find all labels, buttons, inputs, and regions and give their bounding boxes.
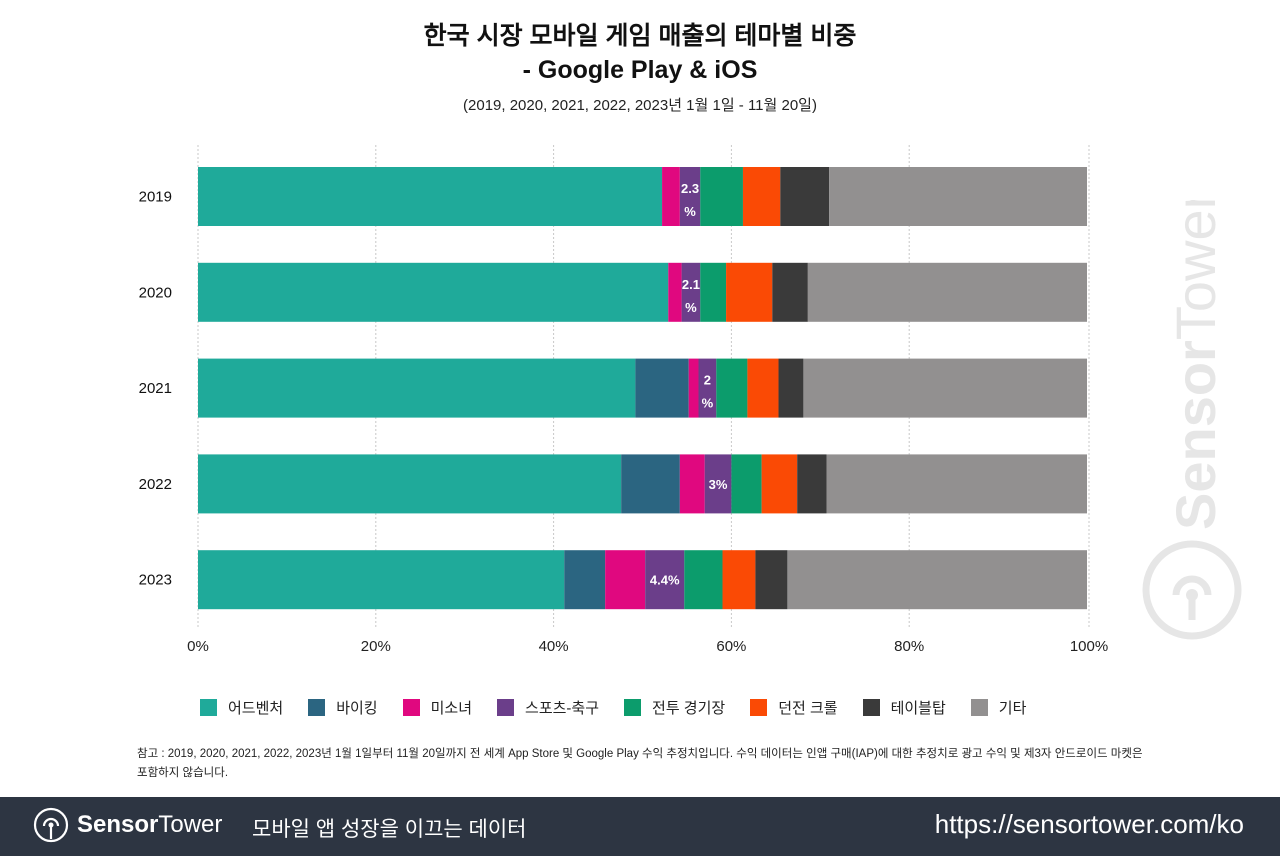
legend-label: 바이킹 [336, 700, 378, 717]
bar-segment [780, 167, 830, 226]
watermark-light: Tower [1164, 200, 1227, 340]
bar-segment [679, 454, 705, 514]
legend-swatch [750, 699, 768, 716]
footer-url[interactable]: https://sensortower.com/ko [934, 809, 1244, 839]
bar-segment [797, 454, 827, 514]
legend-label: 전투 경기장 [652, 700, 726, 717]
watermark-logo: SensorTower [1142, 200, 1242, 640]
bar-segment [761, 454, 798, 514]
bar-segment [688, 358, 699, 418]
y-tick-label: 2023 [139, 572, 172, 589]
legend-item: 기타 [970, 697, 1027, 718]
brand-light: Tower [158, 811, 223, 838]
bar-segment [787, 550, 1087, 610]
data-label: 3% [709, 477, 728, 492]
legend-swatch [402, 699, 420, 716]
bar-segment [681, 262, 701, 322]
bar-segment [564, 550, 606, 610]
data-label: 2.1 [682, 277, 700, 292]
watermark-bold: Sensor [1164, 340, 1227, 530]
sensortower-logo[interactable]: SensorTower [33, 807, 222, 843]
bar-segment [722, 550, 756, 610]
bar-segment [621, 454, 680, 514]
legend-item: 전투 경기장 [624, 697, 725, 718]
data-label: % [685, 300, 697, 315]
chart-title: 한국 시장 모바일 게임 매출의 테마별 비중 [423, 22, 857, 50]
x-tick-label: 0% [187, 638, 209, 655]
brand-bold: Sensor [77, 811, 159, 838]
bar-segment [668, 262, 682, 322]
x-tick-label: 60% [716, 638, 746, 655]
stacked-bar-chart: 0% 20% 40% 60% 80% 100% 2019 2.3% 2020 2.1% 2021 2%… [139, 145, 1108, 655]
brand-name: SensorTower [77, 811, 222, 839]
data-label: % [684, 204, 696, 219]
legend-item: 어드벤처 [200, 697, 283, 718]
bar-segment [635, 358, 689, 418]
legend-item: 스포츠-축구 [497, 697, 599, 718]
legend-label: 테이블탑 [890, 700, 946, 717]
chart-subtitle: (2019, 2020, 2021, 2022, 2023년 1월 1일 - 1… [463, 97, 817, 114]
y-tick-label: 2021 [139, 380, 172, 397]
legend-swatch [862, 699, 880, 716]
legend-swatch [624, 699, 642, 716]
legend-item: 미소녀 [402, 697, 473, 718]
bar-segment [742, 167, 781, 226]
y-tick-label: 2022 [139, 476, 172, 493]
legend-label: 기타 [998, 700, 1027, 717]
bar-segment [803, 358, 1087, 418]
bar-segment [198, 550, 565, 610]
bar-segment [198, 358, 636, 418]
bar-segment [704, 454, 732, 514]
bar-segment [731, 454, 762, 514]
data-label: 4.4% [650, 573, 680, 588]
legend-item: 바이킹 [308, 697, 378, 718]
sensortower-logo-icon [33, 807, 69, 843]
x-tick-label: 20% [361, 638, 391, 655]
bar-segment [700, 262, 727, 322]
x-tick-label: 80% [894, 638, 924, 655]
footer-tagline: 모바일 앱 성장을 이끄는 데이터 [252, 818, 527, 841]
bar-segment [198, 454, 622, 514]
legend-swatch [497, 699, 515, 716]
watermark-text: SensorTower [1164, 200, 1227, 530]
legend-item: 테이블탑 [862, 697, 946, 718]
legend-swatch [970, 699, 988, 716]
bar-segment [755, 550, 788, 610]
legend-label: 던전 크롤 [778, 700, 838, 717]
legend-label: 스포츠-축구 [525, 700, 600, 717]
bar-segment [700, 167, 743, 226]
legend-swatch [200, 699, 217, 716]
bar-segment [662, 167, 680, 226]
data-label: 2.3 [681, 181, 699, 196]
y-tick-label: 2019 [139, 189, 172, 206]
y-tick-label: 2020 [139, 284, 172, 301]
footer-bar: SensorTower 모바일 앱 성장을 이끄는 데이터 https://se… [0, 797, 1280, 856]
legend-label: 어드벤처 [228, 700, 284, 717]
x-tick-label: 40% [539, 638, 569, 655]
bar-segment [198, 262, 669, 322]
bar-segment [684, 550, 723, 610]
bar-segment [698, 358, 717, 418]
legend: 어드벤처 바이킹 미소녀 스포츠-축구 전투 경기장 던전 크롤 테이블탑 기타 [200, 697, 1051, 718]
data-label: 2 [704, 373, 711, 388]
bar-segment [716, 358, 748, 418]
x-tick-label: 100% [1070, 638, 1108, 655]
legend-item: 던전 크롤 [750, 697, 838, 718]
bar-segment [679, 167, 701, 226]
footnote: 참고 : 2019, 2020, 2021, 2022, 2023년 1월 1일… [137, 748, 1143, 779]
legend-label: 미소녀 [430, 700, 473, 717]
bar-segment [605, 550, 646, 610]
data-label: % [702, 396, 714, 411]
chart-title-line2: - Google Play & iOS [522, 56, 758, 84]
bar-segment [826, 454, 1087, 514]
bar-segment [772, 262, 808, 322]
bar-segment [198, 167, 663, 226]
bar-segment [747, 358, 779, 418]
bar-segment [829, 167, 1087, 226]
bar-segment [645, 550, 685, 610]
bar-segment [807, 262, 1087, 322]
legend-swatch [308, 699, 326, 716]
bar-segment [726, 262, 773, 322]
bar-segment [778, 358, 804, 418]
